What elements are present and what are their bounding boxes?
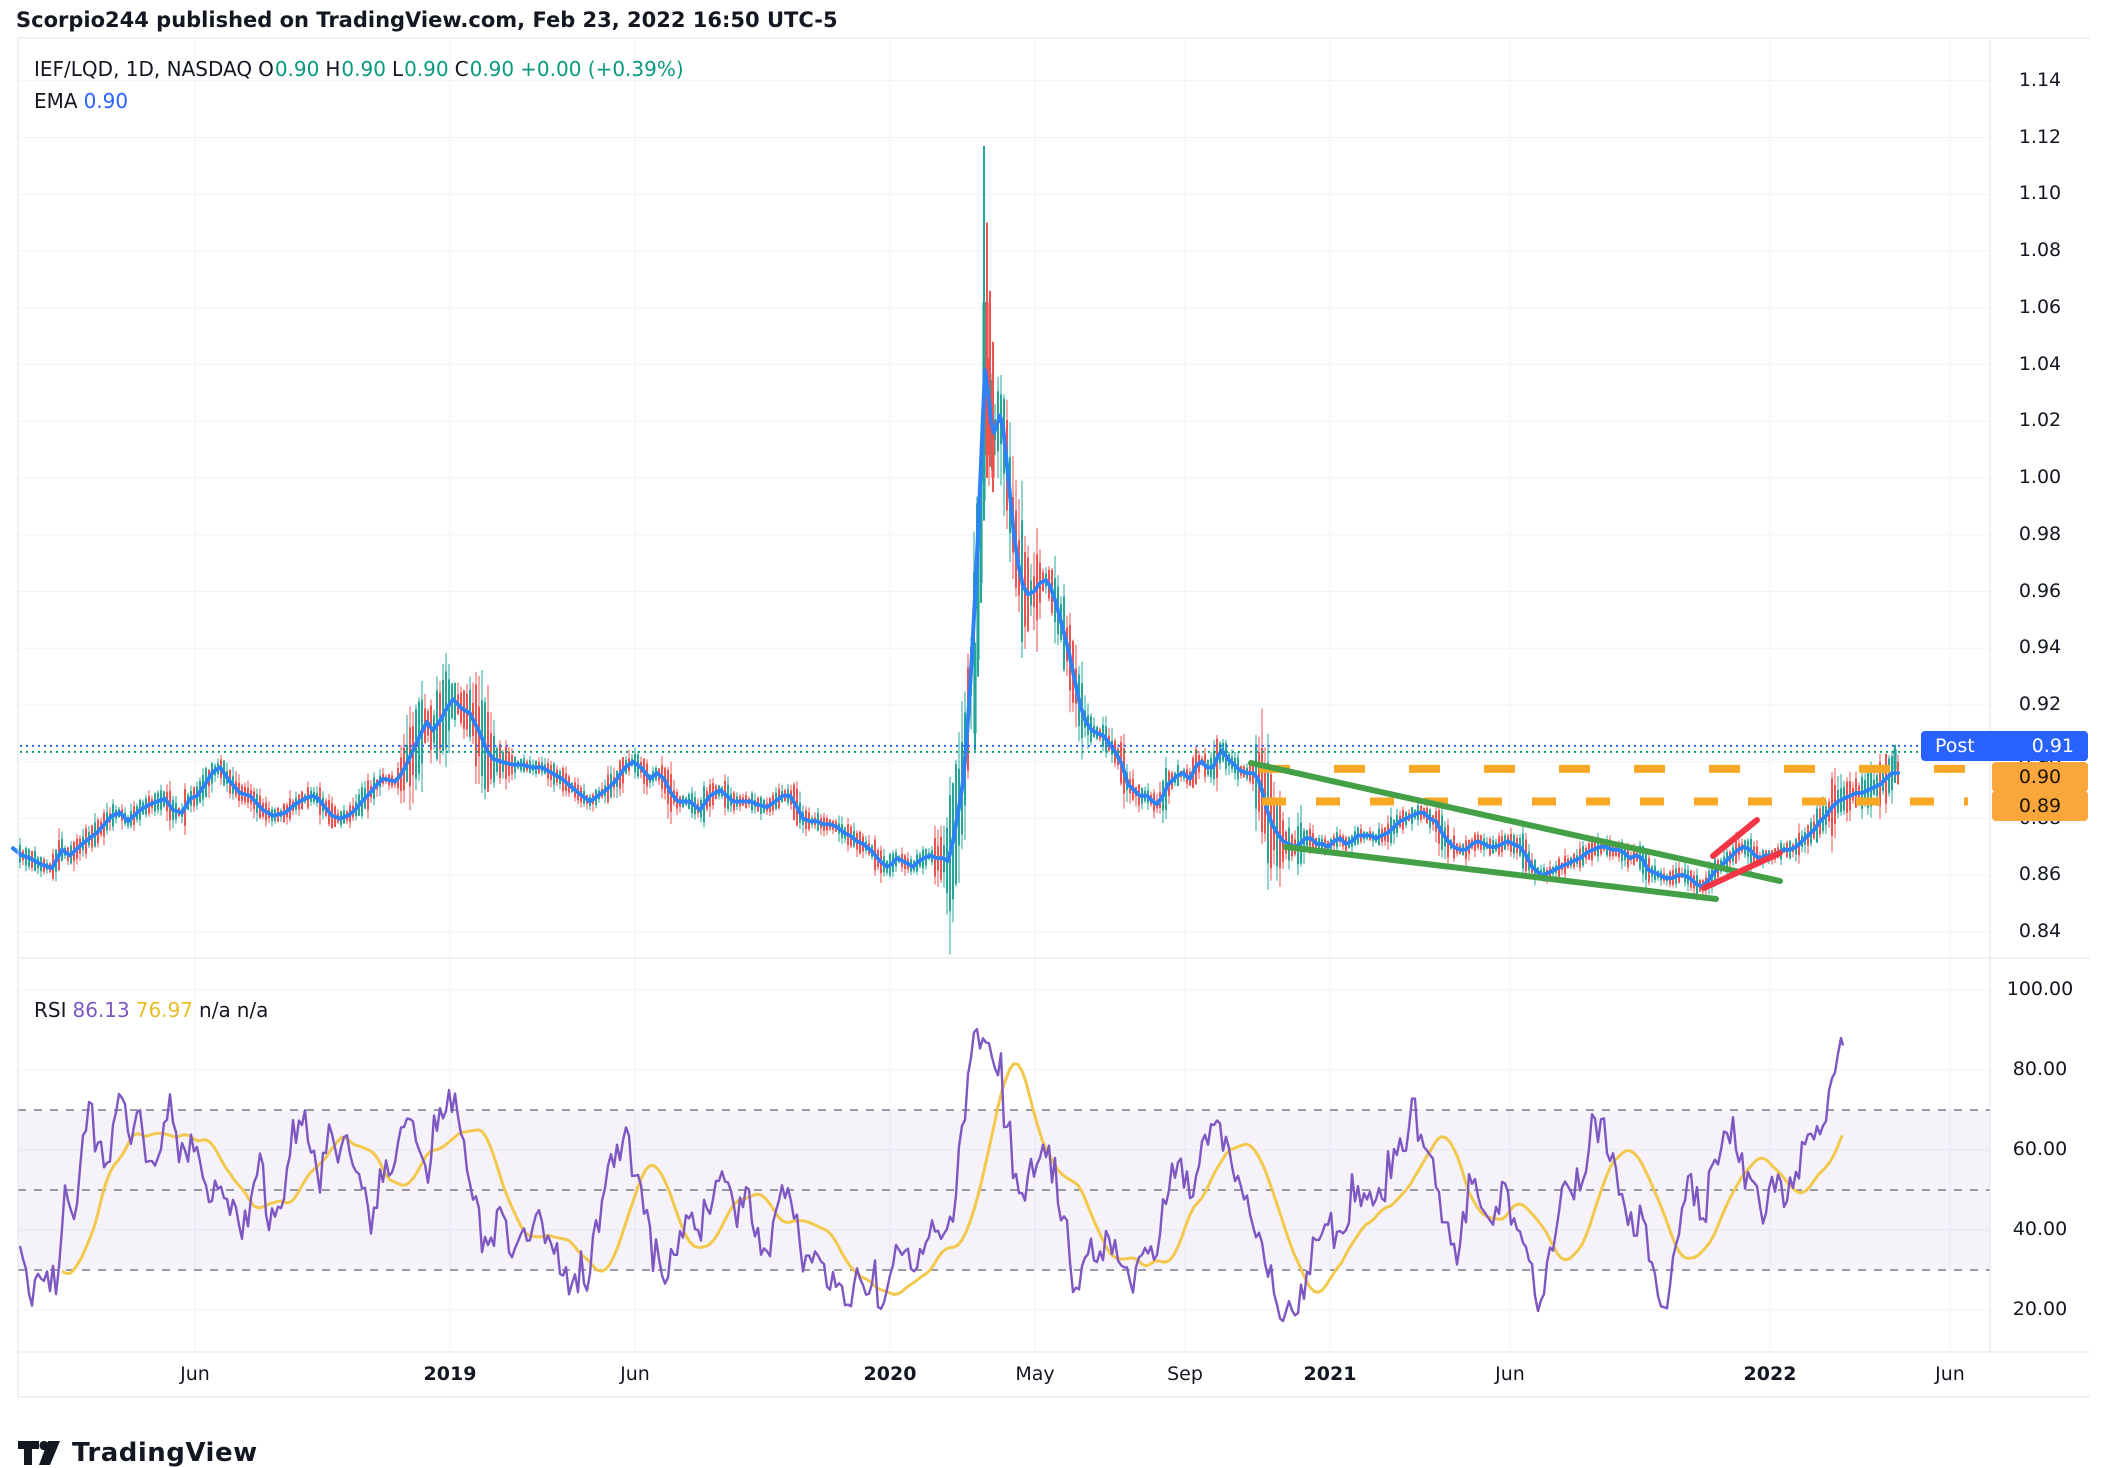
time-tick-label: 2022 (1743, 1363, 1797, 1385)
green-trendline-1 (1248, 760, 1783, 884)
time-tick-label: Jun (1935, 1363, 1965, 1385)
rsi-tick-label: 100.00 (2006, 978, 2074, 1000)
rsi-tick-label: 60.00 (2012, 1138, 2068, 1160)
red-trendline-3 (1710, 817, 1760, 859)
time-tick-label: 2021 (1303, 1363, 1357, 1385)
time-tick-label: 2019 (423, 1363, 477, 1385)
open-value: 0.90 (274, 57, 320, 81)
high-key: H (325, 57, 341, 81)
orange-level-badge-2: 0.89 (1992, 791, 2088, 821)
price-tick-label: 1.10 (2018, 182, 2062, 205)
rsi-tick-label: 20.00 (2012, 1298, 2068, 1320)
open-key: O (258, 57, 274, 81)
close-value: 0.90 (469, 57, 515, 81)
ema-value: 0.90 (83, 89, 129, 113)
orange-level-badge-1: 0.90 (1992, 762, 2088, 792)
rsi-na-1: n/a (199, 998, 231, 1022)
ema-legend: EMA 0.90 (34, 89, 134, 113)
low-value: 0.90 (404, 57, 449, 81)
gridlines (18, 38, 1990, 1352)
ema-line (11, 368, 1900, 889)
low-key: L (391, 57, 404, 81)
price-tick-label: 1.12 (2018, 125, 2062, 148)
ema-label[interactable]: EMA (34, 89, 78, 113)
tradingview-logo-text: TradingView (72, 1438, 258, 1468)
time-tick-label: Jun (1495, 1363, 1525, 1385)
change-value: +0.00 (+0.39%) (520, 57, 684, 81)
price-tick-label: 1.08 (2018, 239, 2062, 261)
close-key: C (454, 57, 469, 81)
post-badge-label: Post (1935, 735, 1975, 757)
time-tick-label: Jun (180, 1363, 210, 1385)
candles (19, 146, 1899, 955)
green-trendline-2 (1283, 844, 1719, 902)
price-tick-label: 0.98 (2018, 522, 2062, 545)
rsi-ma-value: 76.97 (135, 998, 194, 1022)
post-badge-value: 0.91 (2031, 735, 2074, 757)
price-tick-label: 0.96 (2018, 579, 2062, 602)
tradingview-logo[interactable]: TradingView (18, 1438, 258, 1468)
price-tick-label: 1.04 (2018, 352, 2062, 375)
time-tick-label: 2020 (863, 1363, 917, 1385)
price-tick-label: 0.94 (2018, 636, 2062, 659)
post-price-badge: Post 0.91 (1921, 731, 2088, 761)
high-value: 0.90 (341, 57, 386, 81)
rsi-na-2: n/a (236, 998, 269, 1022)
time-tick-label: Sep (1167, 1363, 1203, 1385)
price-tick-label: 1.00 (2018, 466, 2062, 488)
price-tick-label: 1.02 (2018, 409, 2062, 432)
rsi-ma-line (61, 1062, 1844, 1296)
main-legend: IEF/LQD, 1D, NASDAQ O0.90 H0.90 L0.90 C0.90 +… (34, 57, 690, 81)
red-trendline-4 (1701, 850, 1783, 891)
symbol-title[interactable]: IEF/LQD, 1D, NASDAQ (34, 57, 253, 81)
rsi-label[interactable]: RSI (34, 998, 67, 1022)
tradingview-logo-icon (18, 1440, 60, 1465)
price-tick-label: 1.14 (2018, 68, 2062, 91)
rsi-line (18, 1027, 1845, 1323)
time-tick-label: May (1015, 1363, 1055, 1385)
price-tick-label: 0.84 (2018, 920, 2062, 942)
rsi-tick-label: 80.00 (2012, 1058, 2068, 1080)
rsi-value: 86.13 (72, 998, 130, 1022)
attribution-text: Scorpio244 published on TradingView.com,… (16, 8, 838, 32)
price-tick-label: 0.86 (2018, 863, 2062, 886)
time-tick-label: Jun (620, 1363, 650, 1385)
price-tick-label: 0.92 (2018, 693, 2062, 715)
rsi-tick-label: 40.00 (2012, 1218, 2068, 1240)
rsi-legend: RSI 86.13 76.97 n/a n/a (34, 998, 274, 1022)
price-tick-label: 1.06 (2018, 295, 2062, 318)
